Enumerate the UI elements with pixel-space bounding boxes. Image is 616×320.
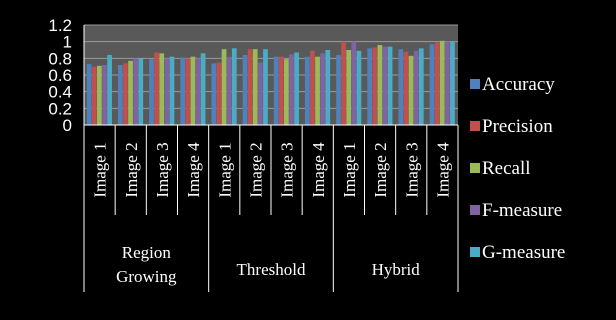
bar-layer xyxy=(86,40,455,126)
x-tick-label: Image 1 xyxy=(91,142,110,197)
x-tick-label: Image 3 xyxy=(278,142,297,197)
bar-accuracy xyxy=(86,64,92,125)
bar-f-measure xyxy=(133,58,139,126)
x-tick-label: Image 4 xyxy=(184,142,203,198)
bar-g-measure xyxy=(387,46,393,125)
bar-f-measure xyxy=(102,65,107,125)
bar-g-measure xyxy=(263,49,268,125)
bar-g-measure xyxy=(107,55,112,125)
bar-precision xyxy=(247,49,253,125)
bar-precision xyxy=(185,58,191,126)
bar-f-measure xyxy=(257,62,263,125)
legend-entry: Precision xyxy=(482,116,553,137)
y-tick-label: 0.4 xyxy=(48,83,72,102)
bar-f-measure xyxy=(164,58,170,126)
group-label: Threshold xyxy=(237,260,306,279)
bar-precision xyxy=(123,63,128,125)
bar-precision xyxy=(403,51,409,125)
bar-precision xyxy=(278,56,284,125)
bar-recall xyxy=(408,55,414,126)
bar-recall xyxy=(190,56,196,125)
legend-swatch xyxy=(470,205,480,215)
bar-f-measure xyxy=(195,58,201,126)
group-label: Growing xyxy=(116,267,177,286)
bar-f-measure xyxy=(351,41,357,125)
legend-swatch xyxy=(470,79,480,89)
bar-g-measure xyxy=(450,41,455,125)
bar-f-measure xyxy=(289,54,294,125)
bar-precision xyxy=(341,41,346,125)
x-tick-label: Image 2 xyxy=(122,142,141,197)
bar-accuracy xyxy=(304,56,310,125)
bar-f-measure xyxy=(382,46,388,125)
bar-g-measure xyxy=(169,56,175,125)
bar-precision xyxy=(216,62,222,125)
group-label: Region xyxy=(122,243,172,262)
x-tick-label: Image 1 xyxy=(340,142,359,197)
bar-accuracy xyxy=(367,48,373,126)
x-tick-label: Image 4 xyxy=(433,142,452,198)
y-tick-label: 1.2 xyxy=(48,16,72,35)
bar-recall xyxy=(284,59,289,125)
legend-swatch xyxy=(470,121,480,131)
y-tick-label: 0 xyxy=(63,116,72,135)
y-tick-label: 0.6 xyxy=(48,66,72,85)
bar-f-measure xyxy=(413,50,419,126)
bar-accuracy xyxy=(211,63,217,125)
bar-precision xyxy=(310,50,315,126)
bar-precision xyxy=(434,42,440,125)
y-tick-label: 0.2 xyxy=(48,99,72,118)
bar-g-measure xyxy=(200,53,206,126)
bar-recall xyxy=(221,49,227,125)
bar-f-measure xyxy=(226,56,232,125)
bar-recall xyxy=(377,45,383,125)
bar-accuracy xyxy=(398,49,404,125)
bar-recall xyxy=(128,60,133,126)
bar-g-measure xyxy=(294,52,299,125)
bar-recall xyxy=(346,50,352,125)
bar-recall xyxy=(315,56,320,125)
bar-precision xyxy=(154,52,159,125)
bar-g-measure xyxy=(418,48,424,126)
x-tick-label: Image 2 xyxy=(246,142,265,197)
x-tick-label: Image 4 xyxy=(309,142,328,198)
bar-g-measure xyxy=(138,58,144,126)
y-tick-label: 0.8 xyxy=(48,49,72,68)
bar-precision xyxy=(91,66,97,125)
bar-recall xyxy=(439,40,445,126)
bar-accuracy xyxy=(273,56,279,125)
bar-accuracy xyxy=(429,44,435,125)
bar-recall xyxy=(252,49,258,125)
x-tick-label: Image 2 xyxy=(371,142,390,197)
y-tick-label: 1 xyxy=(63,33,72,52)
bar-g-measure xyxy=(325,50,331,125)
bar-accuracy xyxy=(242,55,248,125)
bar-f-measure xyxy=(444,41,450,125)
x-tick-label: Image 3 xyxy=(402,142,421,197)
bar-recall xyxy=(159,53,165,126)
axis-layer: 00.20.40.60.811.2 Image 1 Image 2 Image 3 Im… xyxy=(48,16,459,292)
bar-g-measure xyxy=(356,50,362,126)
legend: Accuracy Precision Recall F-measure G-measur… xyxy=(470,74,565,263)
x-tick-label: Image 3 xyxy=(153,142,172,197)
bar-accuracy xyxy=(149,59,154,125)
bar-g-measure xyxy=(231,48,237,126)
group-label: Hybrid xyxy=(372,260,421,279)
bar-accuracy xyxy=(180,57,186,125)
legend-entry: F-measure xyxy=(482,200,562,221)
legend-entry: Recall xyxy=(482,158,531,179)
bar-precision xyxy=(372,47,378,125)
legend-swatch xyxy=(470,163,480,173)
bar-f-measure xyxy=(320,53,326,126)
x-tick-label: Image 1 xyxy=(215,142,234,197)
legend-entry: Accuracy xyxy=(482,74,555,95)
legend-entry: G-measure xyxy=(482,242,565,263)
bar-accuracy xyxy=(117,65,123,125)
bar-accuracy xyxy=(336,55,341,125)
legend-swatch xyxy=(470,247,480,257)
bar-recall xyxy=(97,65,102,125)
grid-layer xyxy=(84,24,458,125)
